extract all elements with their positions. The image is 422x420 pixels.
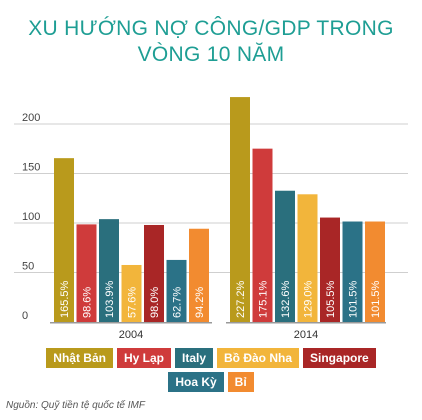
bar (76, 224, 97, 322)
bar-value-label: 98.6% (82, 287, 94, 318)
chart-title: XU HƯỚNG NỢ CÔNG/GDP TRONG VÒNG 10 NĂM (0, 16, 422, 68)
bar-value-label: 165.5% (59, 280, 71, 318)
bar (230, 97, 250, 323)
bar-value-label: 101.5% (370, 280, 382, 318)
y-tick-label: 100 (22, 211, 40, 223)
bar-value-label: 105.5% (325, 280, 337, 318)
y-tick-label: 200 (22, 112, 40, 124)
bar-value-label: 101.5% (348, 280, 360, 318)
bar (99, 219, 119, 322)
legend-row: Nhật Bản Hy Lạp Italy Bồ Đào Nha Singapore (0, 348, 422, 368)
source-note: Nguồn: Quỹ tiền tệ quốc tế IMF (6, 400, 145, 411)
legend: Nhật Bản Hy Lạp Italy Bồ Đào Nha Singapore Ho… (0, 348, 422, 396)
bar-value-label: 57.6% (127, 287, 139, 318)
legend-item: Nhật Bản (46, 348, 113, 368)
bar (189, 228, 209, 322)
bar-value-label: 132.6% (280, 280, 292, 318)
bar (166, 259, 187, 322)
bar (144, 224, 164, 322)
y-tick-label: 0 (22, 310, 28, 322)
bar (320, 217, 340, 322)
group-axis (226, 322, 386, 324)
bar-value-label: 227.2% (235, 280, 247, 318)
legend-item: Bồ Đào Nha (217, 348, 300, 368)
bar-value-label: 62.7% (172, 287, 184, 318)
bar (252, 148, 273, 322)
y-tick-label: 50 (22, 261, 34, 273)
bar-chart: 0 50 100 150 200 165.5% 98.6% 103.9% 57.6% 98.0% 6… (14, 97, 408, 341)
bar (275, 190, 295, 322)
legend-item: Italy (174, 348, 213, 368)
chart-title-line-2: VÒNG 10 NĂM (137, 43, 285, 66)
bar-value-label: 98.0% (149, 287, 161, 318)
group-axis (50, 322, 212, 324)
y-tick-label: 150 (22, 162, 40, 174)
bar (365, 221, 385, 322)
legend-item: Hoa Kỳ (168, 372, 224, 392)
legend-row: Hoa Kỳ Bỉ (0, 372, 422, 392)
bar-value-label: 94.2% (194, 287, 206, 318)
bar (54, 158, 74, 322)
bar (297, 194, 318, 322)
chart-title-line-1: XU HƯỚNG NỢ CÔNG/GDP TRONG (28, 17, 394, 40)
x-category-label: 2004 (119, 329, 143, 341)
bar-value-label: 175.1% (258, 280, 270, 318)
bar (121, 264, 142, 322)
legend-item: Bỉ (227, 372, 254, 392)
legend-item: Hy Lạp (116, 348, 171, 368)
bar-value-label: 103.9% (104, 280, 116, 318)
bar (342, 221, 363, 322)
bar-value-label: 129.0% (303, 280, 315, 318)
x-category-label: 2014 (294, 329, 318, 341)
legend-item: Singapore (303, 348, 376, 368)
